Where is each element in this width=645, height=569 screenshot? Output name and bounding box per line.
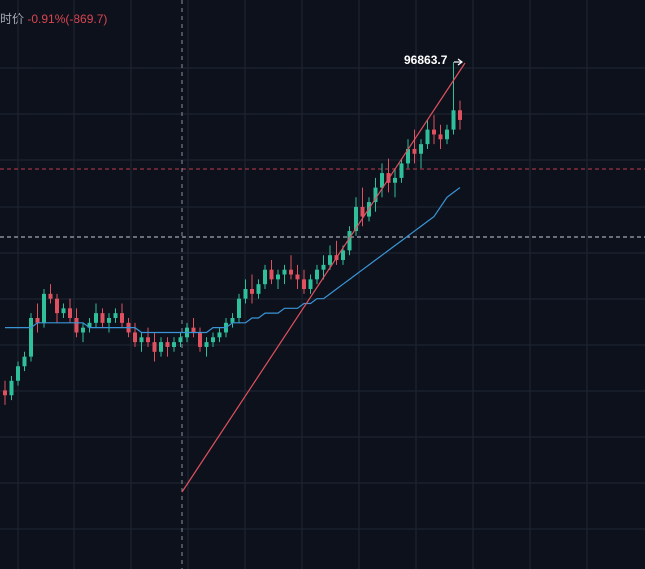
- candle-body: [302, 279, 306, 290]
- candle-body: [74, 317, 79, 333]
- candle-body: [113, 313, 118, 318]
- candle-body: [289, 269, 293, 275]
- candle-body: [100, 313, 105, 323]
- candle-body: [347, 231, 352, 251]
- candle-body: [230, 317, 235, 323]
- arrow-icon: [454, 58, 463, 66]
- candle-body: [146, 337, 150, 343]
- candle-body: [250, 289, 254, 294]
- candle-body: [380, 173, 384, 188]
- candle-body: [152, 342, 157, 352]
- trend-line[interactable]: [181, 62, 466, 493]
- candle-body: [42, 293, 46, 323]
- candle-body: [458, 110, 462, 120]
- candle-body: [107, 317, 111, 323]
- candle-body: [35, 317, 40, 323]
- candle-body: [341, 250, 345, 261]
- candle-body: [120, 313, 124, 323]
- candle-body: [438, 134, 443, 140]
- candle-body: [29, 317, 33, 357]
- candle-body: [445, 129, 449, 140]
- candle-body: [133, 332, 137, 343]
- candle-body: [432, 129, 436, 135]
- candle-body: [61, 308, 66, 314]
- candle-body: [191, 327, 196, 333]
- candle-body: [165, 342, 170, 347]
- candle-body: [237, 298, 241, 318]
- candle-body: [328, 255, 332, 265]
- candle-body: [48, 293, 53, 299]
- candle-body: [243, 289, 248, 299]
- candle-body: [263, 269, 267, 285]
- candle-body: [412, 148, 417, 154]
- candle-body: [55, 298, 59, 314]
- candle-body: [269, 269, 274, 280]
- candle-body: [295, 274, 300, 280]
- candle-body: [178, 337, 183, 343]
- candle-body: [406, 148, 410, 164]
- candle-body: [3, 390, 7, 396]
- price-change: -0.91%(-869.7): [27, 12, 108, 26]
- candle-body: [354, 206, 358, 232]
- moving-average-line: [5, 187, 461, 334]
- candle-body: [282, 269, 287, 275]
- candle-body: [419, 144, 423, 154]
- candle-body: [276, 274, 280, 280]
- candle-body: [198, 332, 202, 347]
- candle-body: [139, 337, 144, 343]
- candle-body: [16, 366, 20, 381]
- candle-body: [315, 269, 319, 280]
- candle-body: [22, 356, 27, 367]
- candle-body: [204, 342, 209, 347]
- candle-body: [94, 313, 98, 323]
- candle-body: [256, 284, 261, 294]
- peak-price-label: 96863.7: [404, 53, 448, 67]
- candles: [3, 62, 462, 405]
- candle-body: [217, 332, 222, 338]
- candle-body: [81, 327, 85, 333]
- candle-body: [451, 110, 456, 130]
- candle-body: [393, 177, 397, 183]
- candle-body: [399, 163, 404, 178]
- candle-body: [172, 342, 176, 347]
- candle-body: [211, 337, 215, 343]
- candle-body: [373, 187, 378, 203]
- candle-body: [9, 380, 14, 396]
- candle-body: [159, 342, 163, 352]
- candle-body: [308, 279, 313, 290]
- candle-body: [360, 206, 365, 217]
- candle-body: [87, 322, 92, 328]
- candle-body: [321, 264, 326, 270]
- candle-body: [425, 129, 430, 145]
- candle-body: [68, 308, 72, 318]
